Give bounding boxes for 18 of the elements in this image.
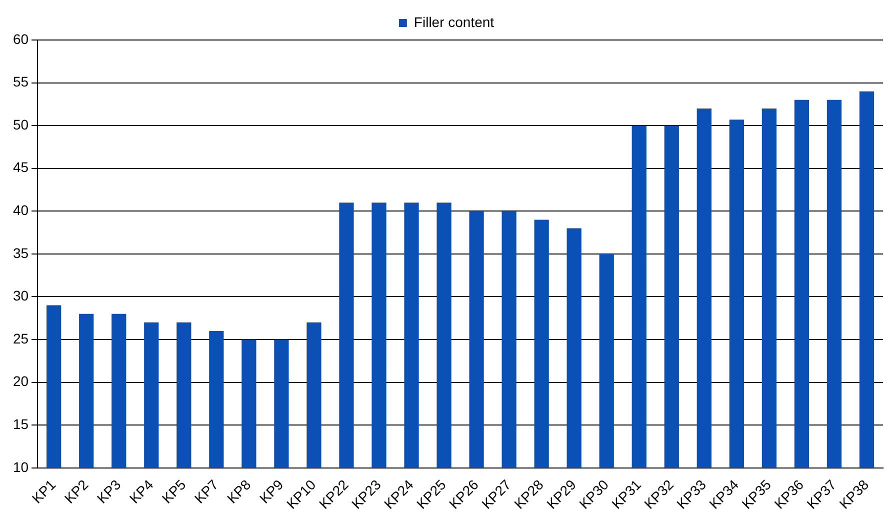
y-tick-label: 10	[12, 458, 29, 475]
y-tick-label: 40	[12, 202, 29, 218]
y-tick-label: 30	[12, 288, 29, 304]
y-tick-label: 35	[12, 244, 29, 261]
y-tick-label: 50	[12, 116, 29, 132]
x-tick-label: KP8	[224, 476, 254, 506]
x-tick-label: KP2	[61, 476, 92, 506]
x-tick-label: KP4	[126, 476, 156, 506]
x-tick-label: KP9	[256, 476, 286, 506]
y-tick-label: 15	[12, 416, 29, 432]
y-tick-label: 25	[12, 330, 29, 346]
legend-label: Filler content	[414, 14, 494, 30]
x-tick-label: KP3	[94, 476, 124, 506]
y-tick-label: 55	[12, 74, 29, 90]
x-tick-label: KP1	[28, 476, 59, 506]
y-tick-label: 60	[12, 30, 29, 47]
y-tick-label: 20	[12, 373, 29, 390]
y-tick-label: 45	[12, 159, 29, 176]
